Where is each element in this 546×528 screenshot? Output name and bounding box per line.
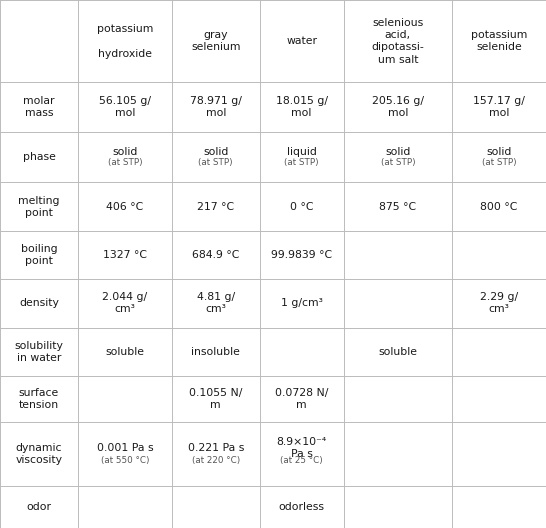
Text: 2.29 g/
cm³: 2.29 g/ cm³	[480, 293, 518, 315]
Text: 800 °C: 800 °C	[480, 202, 518, 212]
Text: (at 25 °C): (at 25 °C)	[280, 456, 323, 465]
Text: (at 550 °C): (at 550 °C)	[100, 456, 149, 465]
Text: molar
mass: molar mass	[23, 96, 55, 118]
Text: 78.971 g/
mol: 78.971 g/ mol	[190, 96, 242, 118]
Text: (at STP): (at STP)	[108, 158, 143, 167]
Text: 1 g/cm³: 1 g/cm³	[281, 298, 323, 308]
Text: 205.16 g/
mol: 205.16 g/ mol	[372, 96, 424, 118]
Text: solid: solid	[486, 147, 512, 157]
Text: 875 °C: 875 °C	[379, 202, 417, 212]
Text: 0.001 Pa s: 0.001 Pa s	[97, 443, 153, 453]
Text: liquid: liquid	[287, 147, 317, 157]
Text: dynamic
viscosity: dynamic viscosity	[15, 444, 63, 465]
Text: solid: solid	[203, 147, 228, 157]
Text: solubility
in water: solubility in water	[15, 341, 63, 363]
Text: boiling
point: boiling point	[21, 244, 57, 266]
Text: melting
point: melting point	[19, 196, 60, 218]
Text: 0 °C: 0 °C	[290, 202, 313, 212]
Text: 2.044 g/
cm³: 2.044 g/ cm³	[102, 293, 147, 315]
Text: soluble: soluble	[378, 347, 418, 357]
Text: 56.105 g/
mol: 56.105 g/ mol	[99, 96, 151, 118]
Text: 8.9×10⁻⁴
Pa s: 8.9×10⁻⁴ Pa s	[276, 437, 327, 459]
Text: gray
selenium: gray selenium	[191, 30, 240, 52]
Text: (at STP): (at STP)	[284, 158, 319, 167]
Text: surface
tension: surface tension	[19, 388, 59, 410]
Text: odorless: odorless	[278, 502, 325, 512]
Text: 406 °C: 406 °C	[106, 202, 144, 212]
Text: insoluble: insoluble	[191, 347, 240, 357]
Text: potassium
selenide: potassium selenide	[471, 30, 527, 52]
Text: selenious
acid,
dipotassi-
um salt: selenious acid, dipotassi- um salt	[372, 17, 424, 65]
Text: 4.81 g/
cm³: 4.81 g/ cm³	[197, 293, 235, 315]
Text: 0.221 Pa s: 0.221 Pa s	[188, 443, 244, 453]
Text: water: water	[286, 36, 317, 46]
Text: potassium
 
hydroxide: potassium hydroxide	[97, 24, 153, 59]
Text: 157.17 g/
mol: 157.17 g/ mol	[473, 96, 525, 118]
Text: (at STP): (at STP)	[198, 158, 233, 167]
Text: 0.1055 N/
m: 0.1055 N/ m	[189, 388, 242, 410]
Text: solid: solid	[385, 147, 411, 157]
Text: 1327 °C: 1327 °C	[103, 250, 147, 260]
Text: 99.9839 °C: 99.9839 °C	[271, 250, 332, 260]
Text: solid: solid	[112, 147, 138, 157]
Text: 0.0728 N/
m: 0.0728 N/ m	[275, 388, 328, 410]
Text: 684.9 °C: 684.9 °C	[192, 250, 240, 260]
Text: 217 °C: 217 °C	[197, 202, 234, 212]
Text: phase: phase	[22, 152, 56, 162]
Text: soluble: soluble	[105, 347, 145, 357]
Text: odor: odor	[27, 502, 51, 512]
Text: 18.015 g/
mol: 18.015 g/ mol	[276, 96, 328, 118]
Text: (at STP): (at STP)	[482, 158, 517, 167]
Text: (at 220 °C): (at 220 °C)	[192, 456, 240, 465]
Text: density: density	[19, 298, 59, 308]
Text: (at STP): (at STP)	[381, 158, 416, 167]
